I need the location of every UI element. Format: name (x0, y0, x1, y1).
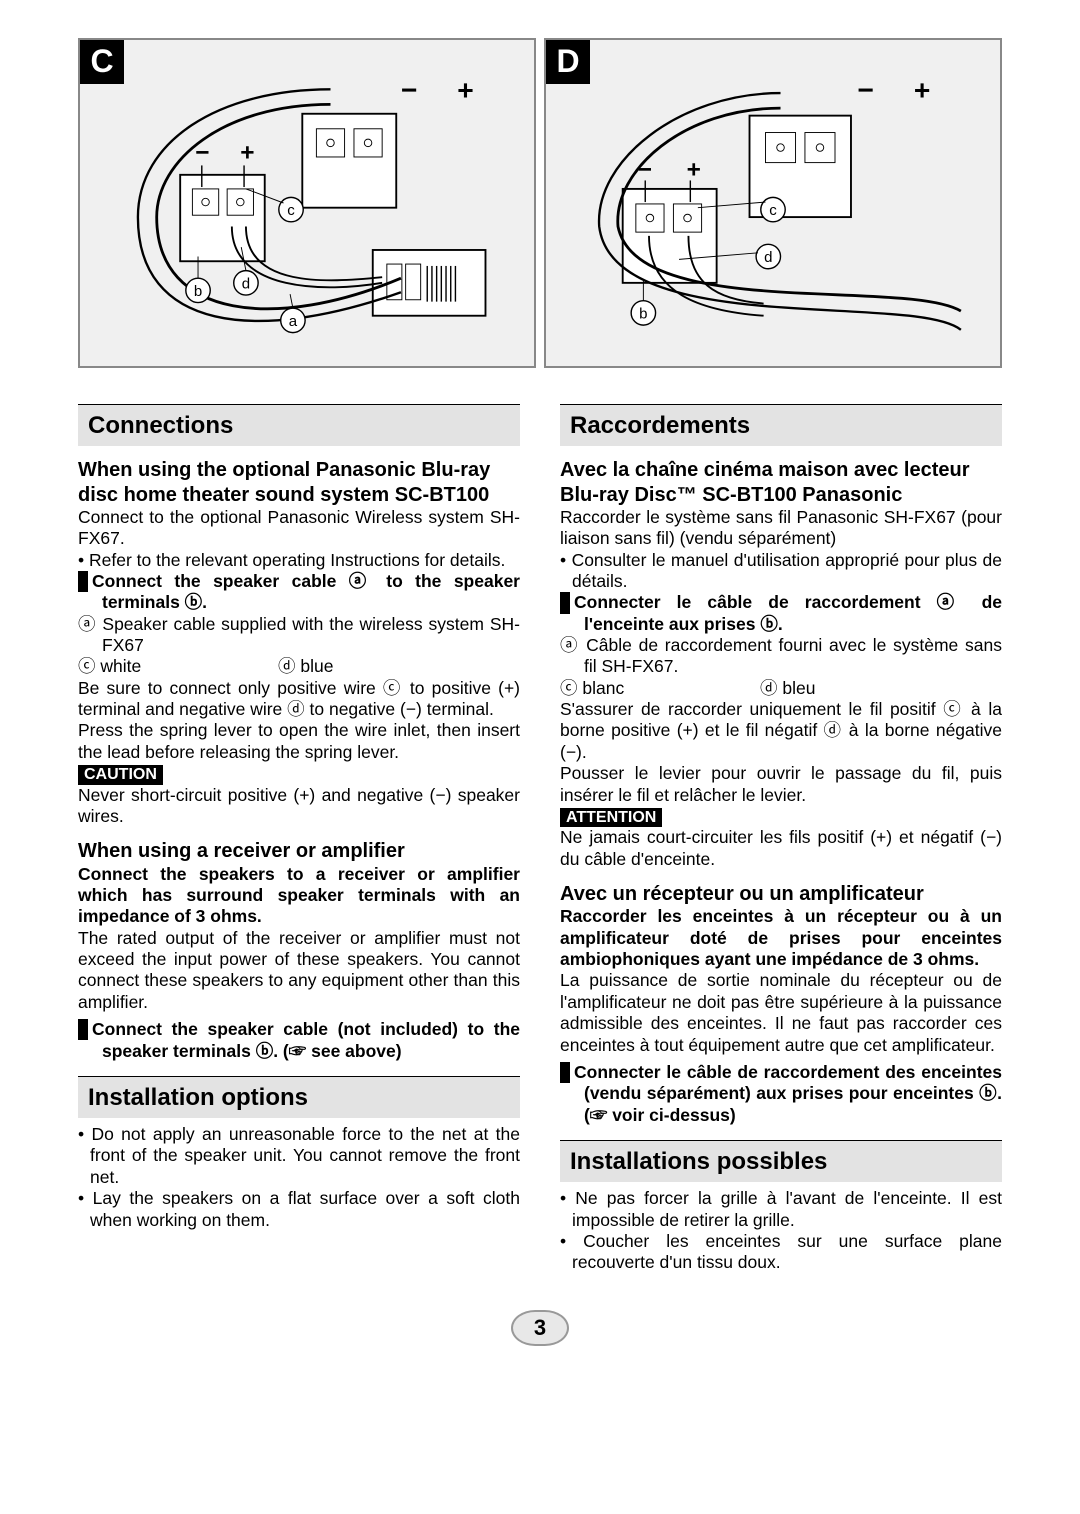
fr-d-step: DConnecter le câble de raccordement des … (560, 1062, 1002, 1126)
en-polarity: Be sure to connect only positive wire ⓒ … (78, 678, 520, 721)
attention-label: ATTENTION (560, 808, 662, 828)
en-blu-bullet: Refer to the relevant operating Instruct… (78, 550, 520, 571)
fr-d-step-text: Connecter le câble de raccordement des e… (574, 1062, 1002, 1125)
fr-d-bleu: ⓓ bleu (760, 678, 815, 699)
fr-attention-text: Ne jamais court-circuiter les fils posit… (560, 827, 1002, 870)
en-c-step: CConnect the speaker cable ⓐ to the spea… (78, 571, 520, 614)
svg-text:−: − (858, 74, 874, 106)
label-c-inline-fr: C (560, 592, 570, 613)
svg-text:+: + (457, 74, 473, 106)
en-d-step: DConnect the speaker cable (not included… (78, 1019, 520, 1062)
en-amp-text: The rated output of the receiver or ampl… (78, 928, 520, 1013)
diagram-c: C − + (78, 38, 536, 368)
en-blu-head: When using the optional Panasonic Blu-ra… (78, 458, 520, 507)
label-d-inline: D (78, 1019, 88, 1040)
svg-text:b: b (639, 306, 647, 323)
fr-install-b2: Coucher les enceintes sur une surface pl… (560, 1231, 1002, 1274)
page-number-wrap: 3 (78, 1310, 1002, 1346)
svg-text:+: + (914, 74, 930, 106)
en-install-b1: Do not apply an unreasonable force to th… (78, 1124, 520, 1188)
fr-blu-text: Raccorder le système sans fil Panasonic … (560, 507, 1002, 550)
racc-title: Raccordements (560, 404, 1002, 446)
fr-blu-head: Avec la chaîne cinéma maison avec lecteu… (560, 458, 1002, 507)
label-c-inline: C (78, 571, 88, 592)
svg-text:−: − (401, 74, 417, 106)
fr-wire-row: ⓒ blanc ⓓ bleu (560, 678, 1002, 699)
connections-title: Connections (78, 404, 520, 446)
label-d-inline-fr: D (560, 1062, 570, 1083)
svg-text:a: a (289, 313, 298, 330)
svg-text:+: + (687, 157, 701, 184)
caution-label: CAUTION (78, 765, 163, 785)
diagram-d-label: D (546, 40, 590, 84)
en-blu-text: Connect to the optional Panasonic Wirele… (78, 507, 520, 550)
fr-install-b1: Ne pas forcer la grille à l'avant de l'e… (560, 1188, 1002, 1231)
en-amp-head: When using a receiver or amplifier (78, 839, 520, 863)
svg-text:d: d (764, 249, 772, 266)
en-a-line: ⓐ Speaker cable supplied with the wirele… (78, 614, 520, 657)
svg-text:b: b (194, 283, 202, 300)
install-title-fr: Installations possibles (560, 1140, 1002, 1182)
en-d-step-text: Connect the speaker cable (not included)… (92, 1019, 520, 1060)
diagram-row: C − + (78, 38, 1002, 368)
fr-spring: Pousser le levier pour ouvrir le passage… (560, 763, 1002, 806)
fr-amp-bold: Raccorder les enceintes à un récepteur o… (560, 906, 1002, 970)
fr-a-line: ⓐ Câble de raccordement fourni avec le s… (560, 635, 1002, 678)
svg-text:c: c (287, 202, 295, 219)
en-spring: Press the spring lever to open the wire … (78, 720, 520, 763)
en-wire-row: ⓒ white ⓓ blue (78, 656, 520, 677)
diagram-d-svg: − + − + c d b (553, 48, 993, 358)
page-number: 3 (511, 1310, 569, 1346)
col-french: Raccordements Avec la chaîne cinéma mais… (560, 396, 1002, 1274)
fr-amp-head: Avec un récepteur ou un amplificateur (560, 882, 1002, 906)
diagram-d: D − + − + c (544, 38, 1002, 368)
col-english: Connections When using the optional Pana… (78, 396, 520, 1274)
svg-text:c: c (769, 202, 777, 219)
install-title: Installation options (78, 1076, 520, 1118)
fr-c-step: CConnecter le câble de raccordement ⓐ de… (560, 592, 1002, 635)
en-c-step-text: Connect the speaker cable ⓐ to the speak… (92, 571, 520, 612)
fr-polarity: S'assurer de raccorder uniquement le fil… (560, 699, 1002, 763)
fr-amp-text: La puissance de sortie nominale du récep… (560, 970, 1002, 1055)
svg-text:d: d (242, 275, 250, 292)
svg-text:+: + (240, 140, 254, 167)
en-install-b2: Lay the speakers on a flat surface over … (78, 1188, 520, 1231)
diagram-c-label: C (80, 40, 124, 84)
diagram-c-svg: − + − + c d b (87, 48, 527, 358)
en-d-blue: ⓓ blue (278, 656, 333, 677)
content-columns: Connections When using the optional Pana… (78, 396, 1002, 1274)
fr-blu-bullet: Consulter le manuel d'utilisation approp… (560, 550, 1002, 593)
fr-c-step-text: Connecter le câble de raccordement ⓐ de … (574, 592, 1002, 633)
en-c-white: ⓒ white (78, 656, 278, 677)
en-amp-bold: Connect the speakers to a receiver or am… (78, 864, 520, 928)
fr-c-blanc: ⓒ blanc (560, 678, 760, 699)
en-caution-text: Never short-circuit positive (+) and neg… (78, 785, 520, 828)
